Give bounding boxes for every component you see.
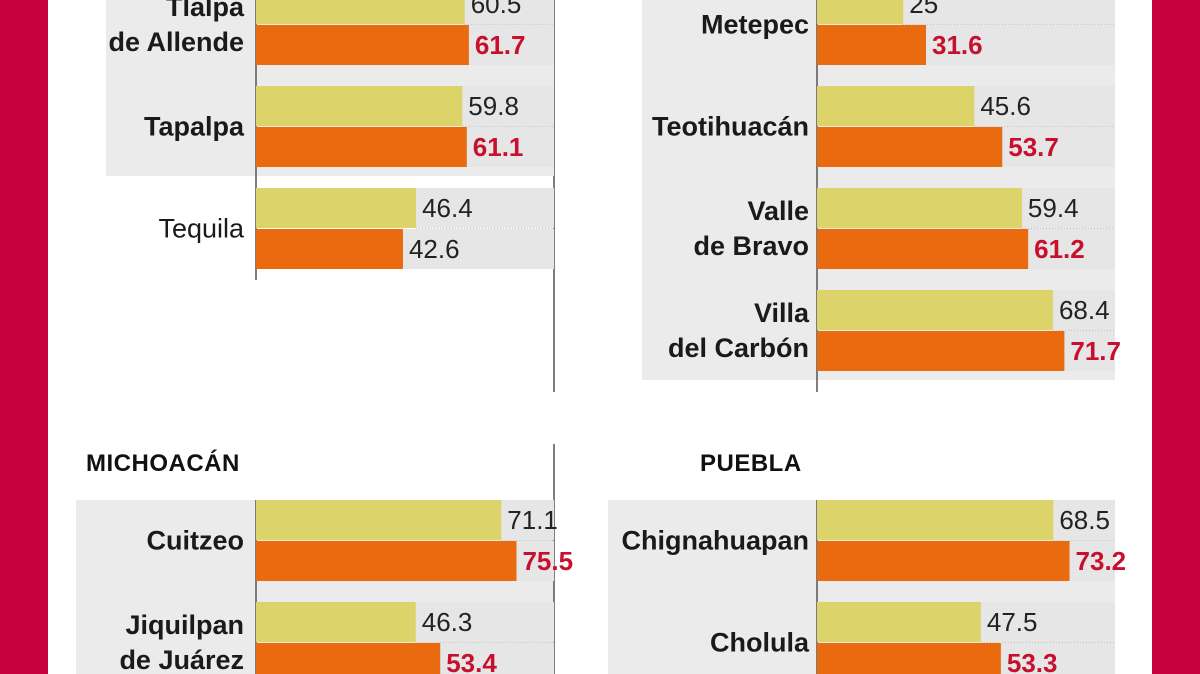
- value-label-b: 31.6: [932, 30, 983, 60]
- value-label-a: 59.8: [468, 91, 519, 121]
- category-label: Metepec: [701, 10, 809, 40]
- value-label-b: 53.7: [1008, 132, 1059, 162]
- bar-series-a: [256, 602, 416, 642]
- section-heading-michoacan: MICHOACÁN: [86, 450, 240, 477]
- category-label: Villa: [754, 298, 810, 328]
- category-label: de Bravo: [693, 231, 809, 261]
- bar-series-b: [817, 643, 1001, 674]
- value-label-a: 46.3: [422, 607, 473, 637]
- bar-series-b: [256, 127, 467, 167]
- category-label: Cholula: [710, 628, 810, 658]
- bar-series-a: [256, 500, 502, 540]
- category-label: Cuitzeo: [147, 526, 245, 556]
- value-label-a: 60.5: [471, 0, 522, 19]
- bar-series-a: [256, 0, 465, 24]
- value-label-b: 61.1: [473, 132, 524, 162]
- category-label: del Carbón: [668, 333, 809, 363]
- value-label-a: 59.4: [1028, 193, 1079, 223]
- value-label-b: 61.2: [1034, 234, 1085, 264]
- bar-series-a: [817, 500, 1054, 540]
- value-label-b: 42.6: [409, 234, 460, 264]
- category-label: Tapalpa: [144, 112, 245, 142]
- bar-series-a: [817, 188, 1022, 228]
- value-label-a: 68.4: [1059, 295, 1110, 325]
- bar-series-b: [817, 331, 1065, 371]
- value-label-b: 75.5: [522, 546, 573, 576]
- bar-series-b: [817, 541, 1070, 581]
- bar-series-b: [817, 127, 1003, 167]
- value-label-b: 53.4: [446, 648, 497, 674]
- bar-series-b: [256, 25, 469, 65]
- bar-series-b: [256, 541, 517, 581]
- category-label: Jiquilpan: [125, 610, 244, 640]
- value-label-a: 45.6: [980, 91, 1031, 121]
- bar-series-a: [256, 86, 463, 126]
- value-label-b: 73.2: [1076, 546, 1127, 576]
- value-label-a: 71.1: [507, 505, 558, 535]
- category-label: Tlalpa: [166, 0, 245, 22]
- value-label-a: 47.5: [987, 607, 1038, 637]
- infographic-panel: MICHOACÁN PUEBLA 60.5 61.7 Tlalpa de Allend…: [48, 0, 1152, 674]
- value-label-b: 71.7: [1070, 336, 1121, 366]
- value-label-a: 68.5: [1059, 505, 1110, 535]
- bar-series-a: [256, 188, 417, 228]
- value-label-a: 25: [909, 0, 938, 19]
- bar-charts: 60.5 61.7 Tlalpa de Allende 59.8 61.1 Tapalpa 4…: [76, 0, 1127, 674]
- bar-series-b: [817, 229, 1029, 269]
- category-label: Chignahuapan: [622, 526, 810, 556]
- category-label: de Juárez: [119, 645, 244, 674]
- bar-series-b: [256, 643, 441, 674]
- bar-series-b: [817, 25, 927, 65]
- category-label: de Allende: [108, 27, 244, 57]
- bar-series-b: [256, 229, 403, 269]
- value-label-a: 46.4: [422, 193, 473, 223]
- category-label: Teotihuacán: [652, 112, 809, 142]
- value-label-b: 53.3: [1007, 648, 1058, 674]
- bar-series-a: [817, 290, 1053, 330]
- section-heading-puebla: PUEBLA: [700, 450, 802, 477]
- value-label-b: 61.7: [475, 30, 526, 60]
- bar-series-a: [817, 0, 904, 24]
- category-label: Tequila: [158, 214, 245, 244]
- bar-series-a: [817, 86, 975, 126]
- bar-series-a: [817, 602, 981, 642]
- category-label: Valle: [747, 196, 809, 226]
